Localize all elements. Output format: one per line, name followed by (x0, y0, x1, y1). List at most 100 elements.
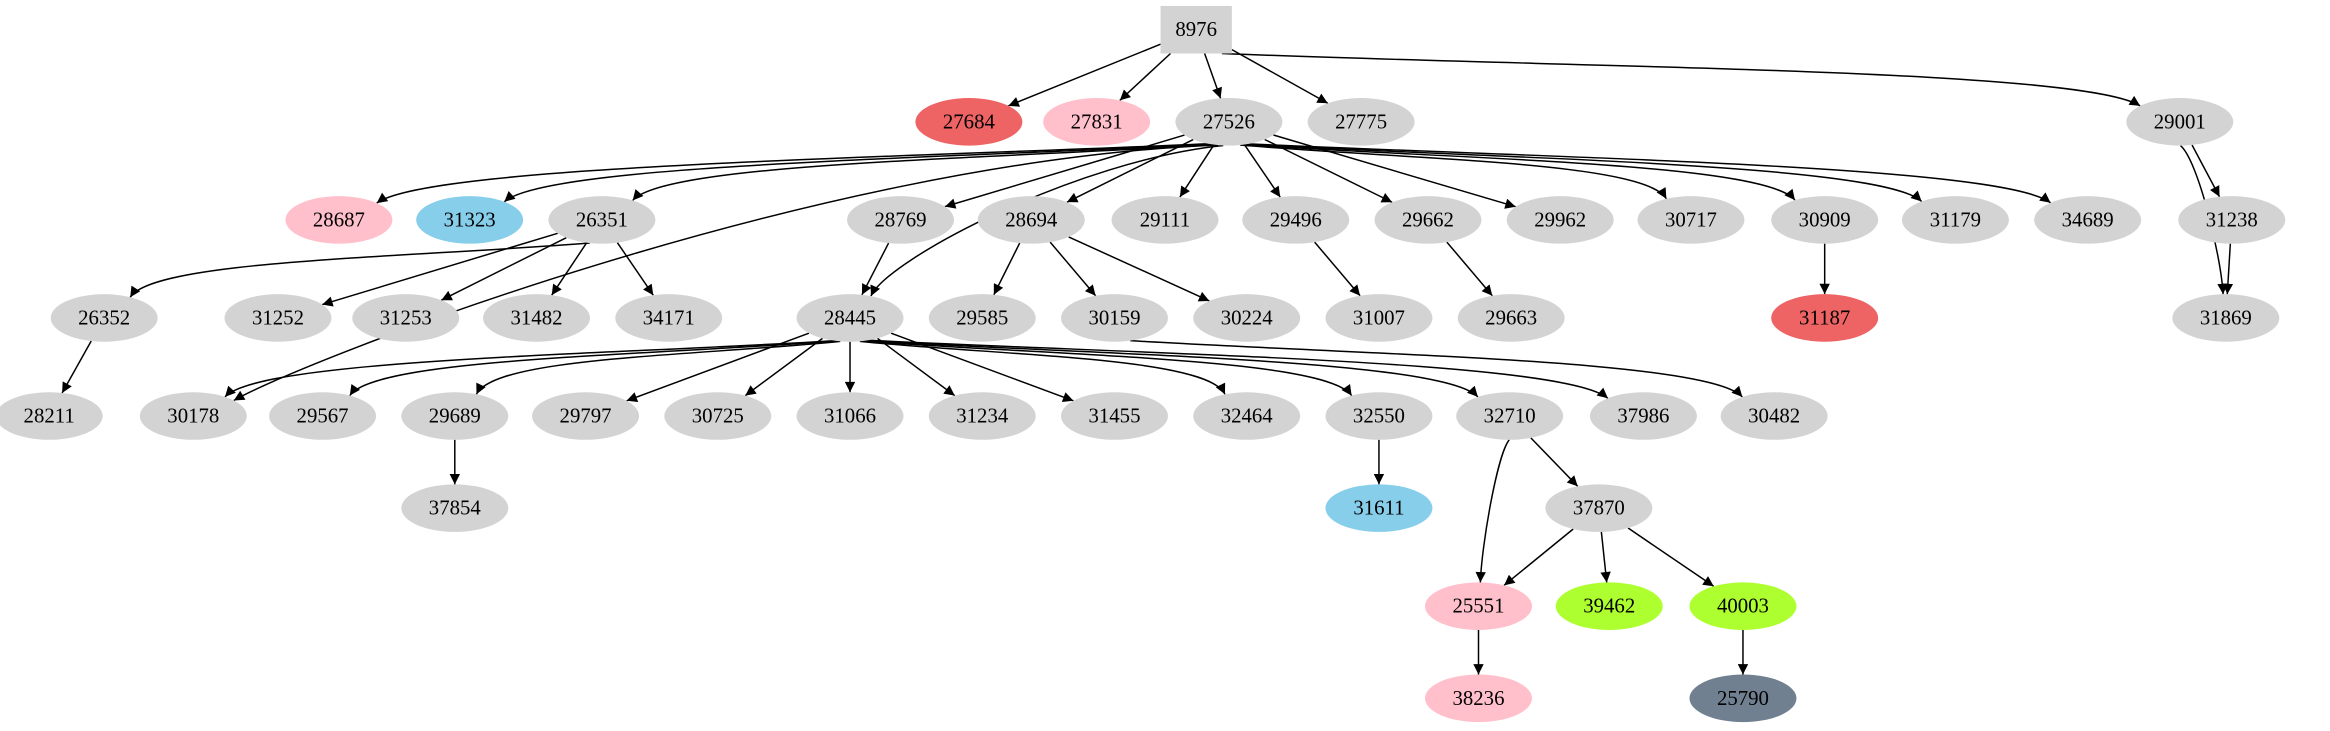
graph-node: 30717 (1637, 196, 1745, 244)
node-shape (1457, 294, 1565, 342)
graph-node: 30725 (664, 392, 772, 440)
node-label: 31455 (1088, 405, 1140, 428)
node-label: 40003 (1717, 595, 1769, 618)
node-shape (50, 294, 158, 342)
graph-node: 30178 (139, 392, 247, 440)
node-shape (1060, 392, 1168, 440)
node-shape (1425, 582, 1532, 630)
edge-arrow (551, 242, 588, 296)
graph-node: 29797 (532, 392, 640, 440)
edge-arrow (632, 143, 1214, 201)
node-shape (615, 294, 723, 342)
node-shape (532, 392, 640, 440)
node-label: 31253 (380, 306, 432, 329)
node-label: 30224 (1221, 306, 1274, 329)
edge-arrow (616, 242, 654, 296)
node-label: 30159 (1088, 306, 1140, 329)
node-label: 29496 (1270, 208, 1322, 231)
node-label: 37854 (429, 497, 482, 520)
node-label: 28445 (824, 306, 876, 329)
node-shape (1555, 582, 1663, 630)
node-label: 29962 (1534, 208, 1586, 231)
node-shape (1325, 294, 1433, 342)
edge-arrow (1264, 138, 1393, 203)
graph-node: 34171 (615, 294, 723, 342)
node-label: 31252 (252, 306, 304, 329)
edge-arrow (862, 340, 1353, 396)
node-shape (1325, 392, 1433, 440)
graph-node: 8976 (1160, 5, 1232, 54)
node-label: 37870 (1573, 497, 1625, 520)
edge-arrow (1119, 52, 1172, 101)
node-shape (1771, 294, 1879, 342)
node-label: 25790 (1717, 687, 1769, 710)
edge-arrow (503, 143, 1212, 203)
graph-node: 31611 (1325, 484, 1433, 532)
graph-node: 29662 (1374, 196, 1482, 244)
node-label: 30482 (1748, 405, 1800, 428)
graph-node: 31179 (1901, 196, 2009, 244)
node-shape (1589, 392, 1697, 440)
edge-arrow (1240, 144, 1667, 200)
edge-arrow (2222, 243, 2234, 295)
node-shape (1325, 484, 1433, 532)
node-label: 29001 (2154, 110, 2206, 133)
graph-node: 38236 (1425, 674, 1532, 723)
node-shape (1901, 196, 2009, 244)
graph-node: 28769 (847, 196, 955, 244)
node-shape (1425, 674, 1532, 723)
node-label: 29567 (297, 405, 349, 428)
graph-node: 37986 (1589, 392, 1697, 440)
graph-node: 31066 (796, 392, 904, 440)
edge-arrow (349, 340, 838, 396)
graph-node: 27684 (915, 98, 1023, 146)
edge-arrow (1008, 43, 1161, 107)
graph-node: 31007 (1325, 294, 1433, 342)
node-label: 32710 (1484, 405, 1536, 428)
node-shape (1506, 196, 1614, 244)
node-label: 31234 (956, 405, 1009, 428)
node-label: 31482 (511, 306, 563, 329)
graph-node: 29001 (2126, 98, 2234, 146)
graph-node: 31323 (416, 196, 524, 244)
edge-arrow (376, 143, 1209, 204)
edge-arrow (1203, 53, 1222, 99)
node-shape (915, 98, 1023, 146)
graph-node: 31234 (928, 392, 1036, 440)
graph-node: 29496 (1242, 196, 1350, 244)
edge-arrow (1314, 241, 1361, 297)
node-label: 30725 (692, 405, 744, 428)
edge-arrow (2191, 144, 2221, 198)
node-label: 28211 (24, 405, 75, 428)
node-shape (1160, 5, 1232, 54)
node-label: 31066 (824, 405, 876, 428)
node-label: 31869 (2200, 306, 2252, 329)
graph-node: 28694 (977, 196, 1085, 244)
node-label: 27831 (1071, 110, 1123, 133)
node-label: 29662 (1402, 208, 1454, 231)
edge-arrow (475, 340, 841, 395)
node-label: 31611 (1353, 497, 1404, 520)
node-shape (416, 196, 524, 244)
nodes-layer: 8976 27684 27831 27526 27775 29001 28687 31323 2… (0, 5, 2286, 723)
graph-node: 25790 (1689, 674, 1797, 723)
node-label: 39462 (1583, 595, 1635, 618)
node-shape (483, 294, 591, 342)
graph-node: 32710 (1456, 392, 1564, 440)
node-label: 29797 (560, 405, 612, 428)
node-shape (285, 196, 393, 244)
graph-node: 27526 (1175, 98, 1283, 146)
edge-arrow (1049, 241, 1097, 297)
node-shape (1771, 196, 1879, 244)
node-shape (401, 392, 509, 440)
node-label: 34171 (643, 306, 695, 329)
graph-node: 39462 (1555, 582, 1663, 630)
graph-node: 25551 (1425, 582, 1532, 630)
edge-arrow (1530, 437, 1579, 487)
edge-arrow (1600, 531, 1611, 583)
graph-node: 31238 (2178, 196, 2286, 244)
edge-arrow (1446, 241, 1493, 297)
node-shape (1043, 98, 1151, 146)
node-label: 31238 (2206, 208, 2258, 231)
node-shape (928, 294, 1036, 342)
